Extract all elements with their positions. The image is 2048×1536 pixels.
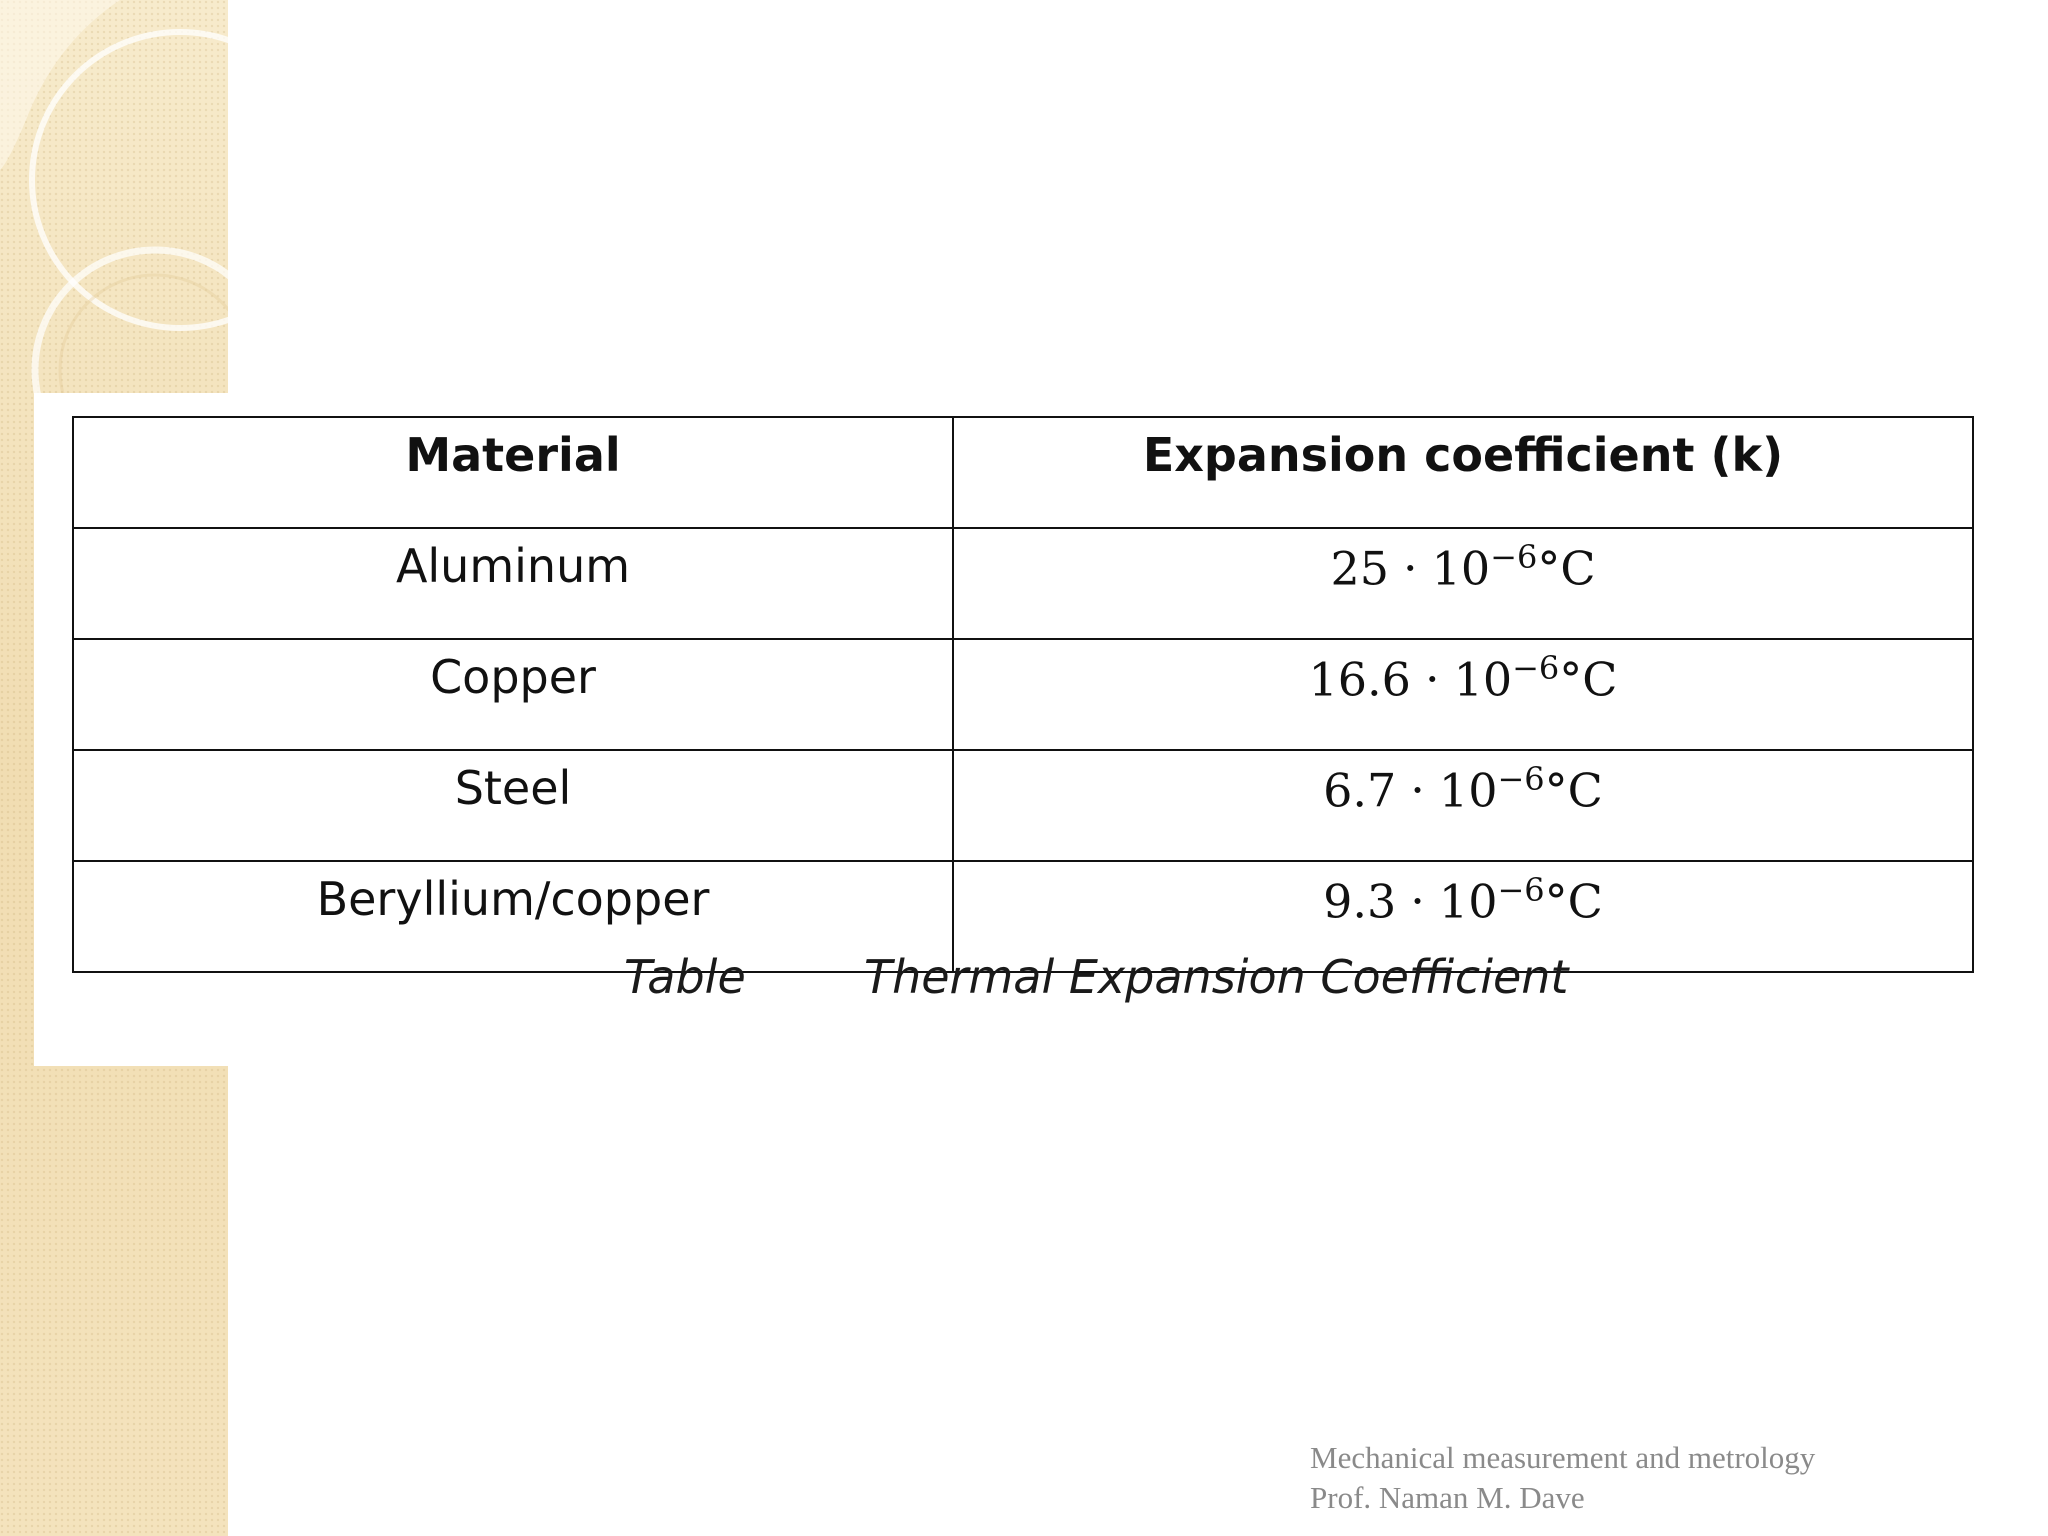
coefficient-mantissa: 6.7 bbox=[1323, 763, 1397, 818]
coefficient-mantissa: 16.6 bbox=[1308, 652, 1411, 707]
material-cell: Aluminum bbox=[72, 527, 954, 640]
table-row: Copper 16.6 · 10−6°C bbox=[72, 638, 1974, 751]
coefficient-cell: 16.6 · 10−6°C bbox=[952, 638, 1974, 751]
coefficient-base: 10 bbox=[1438, 763, 1498, 818]
multiplication-dot: · bbox=[1403, 541, 1418, 596]
material-cell: Steel bbox=[72, 749, 954, 862]
coefficient-base: 10 bbox=[1431, 541, 1491, 596]
thermal-expansion-table: Material Expansion coefficient (k) Alumi… bbox=[72, 416, 1974, 973]
table-row: Aluminum 25 · 10−6°C bbox=[72, 527, 1974, 640]
material-cell: Copper bbox=[72, 638, 954, 751]
coefficient-unit: °C bbox=[1559, 652, 1618, 707]
coefficient-unit: °C bbox=[1537, 541, 1596, 596]
header-material: Material bbox=[72, 416, 954, 529]
coefficient-unit: °C bbox=[1544, 874, 1603, 929]
coefficient-exponent: −6 bbox=[1497, 871, 1545, 909]
coefficient-base: 10 bbox=[1438, 874, 1498, 929]
coefficient-cell: 25 · 10−6°C bbox=[952, 527, 1974, 640]
multiplication-dot: · bbox=[1424, 652, 1440, 707]
footer-course: Mechanical measurement and metrology bbox=[1310, 1440, 1816, 1475]
coefficient-base: 10 bbox=[1453, 652, 1513, 707]
coefficient-exponent: −6 bbox=[1512, 649, 1560, 687]
coefficient-exponent: −6 bbox=[1497, 760, 1545, 798]
coefficient-cell: 6.7 · 10−6°C bbox=[952, 749, 1974, 862]
footer-author: Prof. Naman M. Dave bbox=[1310, 1480, 1585, 1515]
multiplication-dot: · bbox=[1410, 763, 1425, 818]
caption-title: Thermal Expansion Coefficient bbox=[864, 950, 1569, 1004]
coefficient-mantissa: 25 bbox=[1330, 541, 1389, 596]
coefficient-exponent: −6 bbox=[1490, 538, 1538, 576]
table-body: Aluminum 25 · 10−6°C Copper 16.6 · 10−6°C Steel 6… bbox=[72, 527, 1974, 973]
caption-label: Table bbox=[624, 950, 746, 1004]
table-row: Steel 6.7 · 10−6°C bbox=[72, 749, 1974, 862]
table-row: Beryllium/copper 9.3 · 10−6°C bbox=[72, 860, 1974, 973]
coefficient-unit: °C bbox=[1544, 763, 1603, 818]
slide-footer: Mechanical measurement and metrology Pro… bbox=[1310, 1438, 1815, 1518]
table-header-row: Material Expansion coefficient (k) bbox=[72, 416, 1974, 529]
decorative-rings bbox=[0, 0, 228, 400]
coefficient-mantissa: 9.3 bbox=[1323, 874, 1397, 929]
coefficient-cell: 9.3 · 10−6°C bbox=[952, 860, 1974, 973]
header-expansion-coefficient: Expansion coefficient (k) bbox=[952, 416, 1974, 529]
multiplication-dot: · bbox=[1410, 874, 1425, 929]
material-cell: Beryllium/copper bbox=[72, 860, 954, 973]
